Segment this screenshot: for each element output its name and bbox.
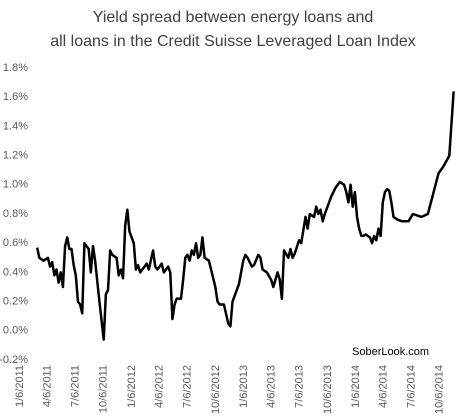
annotation: SoberLook.com (352, 346, 429, 358)
y-tick-label: 0.0% (3, 325, 28, 337)
x-tick-label: 7/6/2011 (69, 365, 81, 407)
y-tick-label: 1.0% (3, 179, 28, 191)
data-line (35, 91, 455, 341)
x-tick-label: 4/6/2014 (378, 365, 390, 408)
x-tick-label: 10/6/2012 (210, 365, 222, 414)
y-tick-label: 0.8% (3, 208, 28, 220)
x-tick-label: 10/6/2013 (322, 365, 334, 414)
x-tick-label: 4/6/2012 (154, 365, 166, 408)
chart-title: all loans in the Credit Suisse Leveraged… (50, 33, 416, 50)
x-tick-label: 10/6/2011 (98, 365, 110, 413)
x-tick-label: 1/6/2012 (126, 365, 138, 408)
x-tick-label: 4/6/2011 (42, 365, 54, 407)
x-tick-label: 1/6/2013 (238, 365, 250, 408)
y-tick-label: 0.2% (3, 296, 28, 308)
y-tick-label: 1.2% (3, 150, 28, 162)
chart-title: Yield spread between energy loans and (93, 9, 374, 26)
x-tick-label: 1/6/2014 (350, 365, 362, 408)
y-tick-label: 1.8% (3, 62, 28, 74)
x-tick-label: 1/6/2011 (14, 365, 26, 407)
y-tick-label: 1.6% (3, 91, 28, 103)
y-tick-label: 0.6% (3, 237, 28, 249)
y-tick-label: -0.2% (0, 354, 28, 366)
x-tick-label: 7/6/2014 (406, 365, 418, 408)
x-tick-label: 4/6/2013 (266, 365, 278, 408)
y-tick-label: 0.4% (3, 266, 28, 278)
x-tick-label: 7/6/2013 (294, 365, 306, 408)
y-tick-label: 1.4% (3, 120, 28, 132)
x-tick-label: 10/6/2014 (434, 365, 446, 414)
x-tick-label: 7/6/2012 (182, 365, 194, 408)
